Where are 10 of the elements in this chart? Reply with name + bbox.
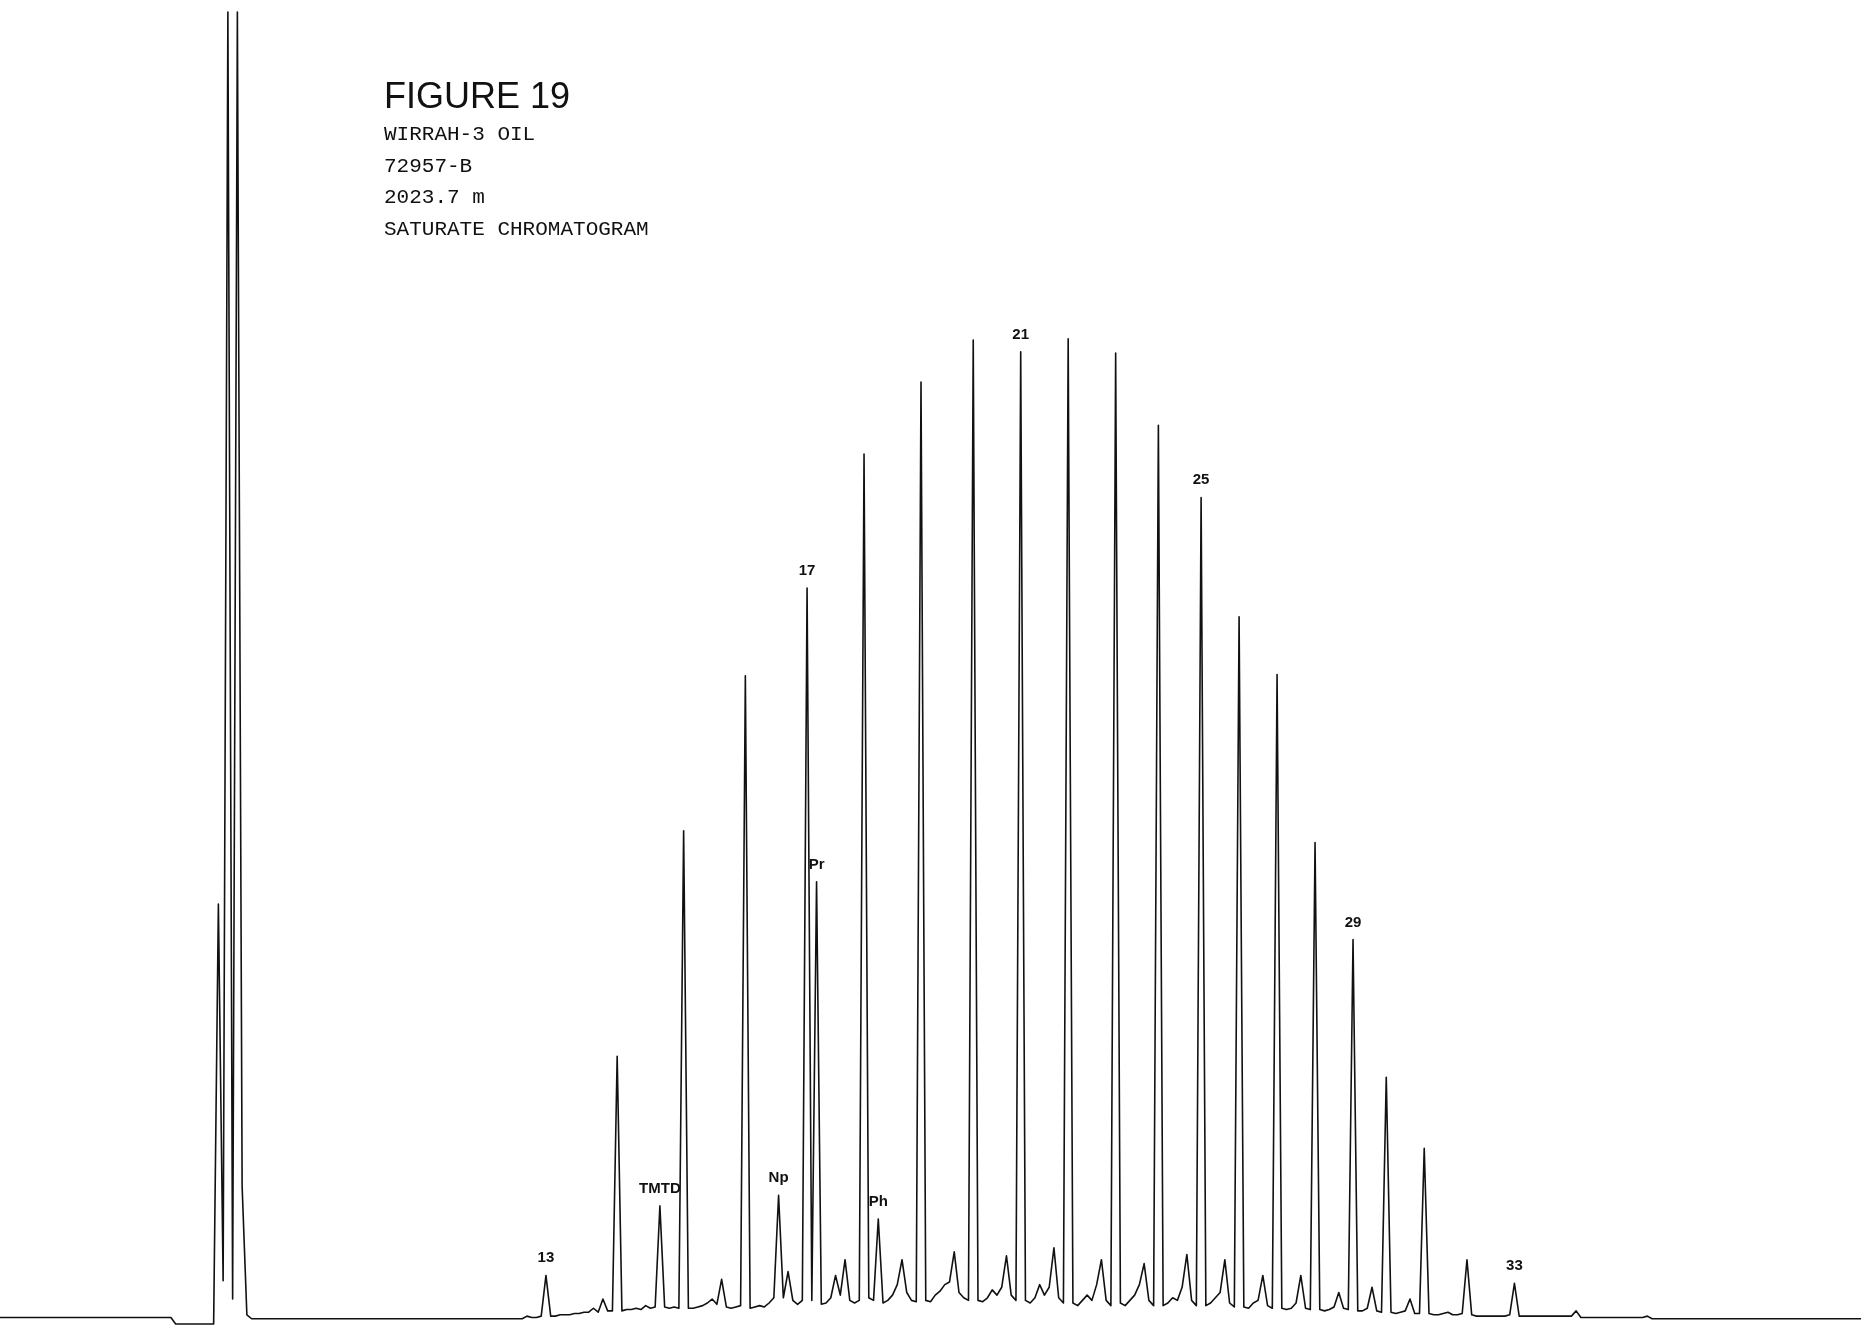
annotation: 29 (1344, 912, 1362, 930)
annotation: 17 (798, 560, 816, 578)
text: FIGURE 19 (384, 75, 571, 116)
annotation: 13 (537, 1248, 555, 1266)
annotation: 33 (1506, 1256, 1523, 1274)
annotation: Ph (868, 1192, 888, 1210)
text: WIRRAH-3 OIL 72957-B 2023.7 m SATURATE CHROMATOGRAM (384, 123, 649, 241)
annotation: 25 (1192, 470, 1210, 488)
annotation: Np (768, 1168, 789, 1186)
annotation: 21 (1012, 324, 1030, 342)
